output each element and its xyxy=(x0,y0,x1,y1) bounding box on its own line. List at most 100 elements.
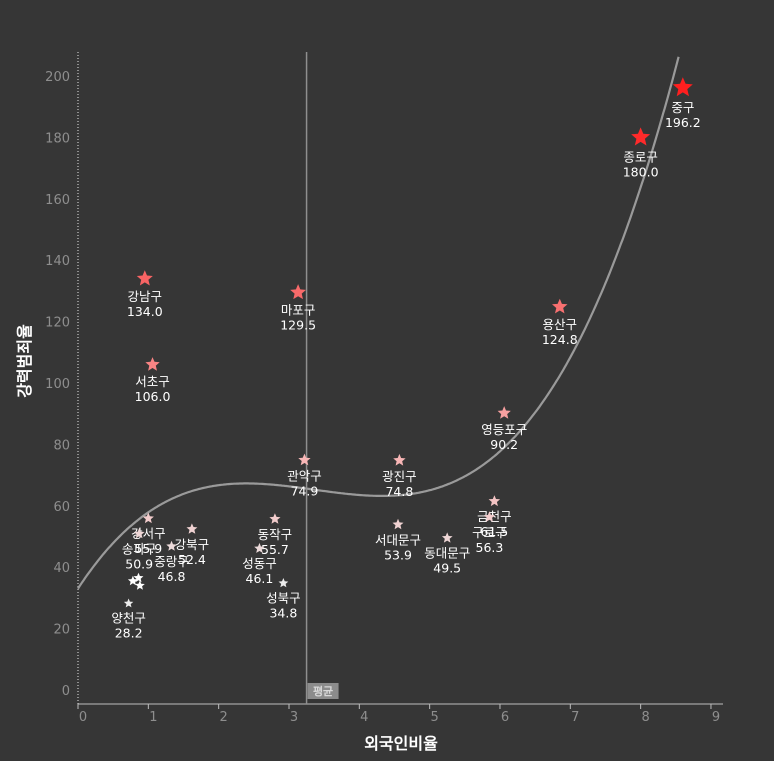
point-name-label: 송파구 xyxy=(122,541,157,556)
point-value-label: 56.3 xyxy=(476,540,504,555)
point-value-label: 55.9 xyxy=(134,541,162,556)
point-value-label: 28.2 xyxy=(115,625,143,640)
point-value-label: 196.2 xyxy=(665,115,701,130)
star-marker xyxy=(136,270,153,286)
point-name-label: 광진구 xyxy=(382,469,417,484)
x-tick-label: 5 xyxy=(431,710,439,725)
y-tick-label: 20 xyxy=(53,623,70,638)
star-marker xyxy=(392,518,404,530)
point-value-label: 46.1 xyxy=(246,571,274,586)
point-value-label: 46.8 xyxy=(158,569,186,584)
mean-label-box xyxy=(307,683,339,699)
mean-line-layer: 평균 xyxy=(305,52,339,704)
x-tick-label: 8 xyxy=(641,710,649,725)
point-name-label: 관악구 xyxy=(287,469,322,484)
point-name-label: 서초구 xyxy=(135,374,170,389)
star-marker xyxy=(488,495,501,507)
trend-line xyxy=(77,56,680,590)
star-marker xyxy=(133,528,145,539)
y-tick-label: 140 xyxy=(45,254,70,269)
star-marker xyxy=(133,572,144,583)
star-marker xyxy=(672,77,693,97)
y-axis-title: 강력범죄율 xyxy=(15,324,34,398)
y-tick-label: 160 xyxy=(45,193,70,208)
data-point xyxy=(135,580,145,590)
point-name-label: 성동구 xyxy=(242,556,277,571)
y-tick-label: 40 xyxy=(53,561,70,576)
star-marker xyxy=(142,512,154,524)
point-value-label: 52.4 xyxy=(178,552,206,567)
star-marker xyxy=(278,578,289,588)
point-value-label: 34.8 xyxy=(269,605,297,620)
point-value-label: 106.0 xyxy=(135,389,171,404)
star-marker xyxy=(290,284,306,300)
star-marker xyxy=(497,406,511,419)
point-name-label: 강남구 xyxy=(128,289,163,304)
point-value-label: 55.7 xyxy=(261,542,289,557)
star-marker xyxy=(631,127,651,146)
point-name-label: 동대문구 xyxy=(424,546,470,561)
x-tick-label: 0 xyxy=(79,710,87,725)
star-marker xyxy=(552,298,568,314)
point-name-label: 종로구 xyxy=(623,149,658,164)
point-value-label: 61.5 xyxy=(480,524,508,539)
point-value-label: 180.0 xyxy=(623,164,659,179)
point-name-label: 중구 xyxy=(671,100,694,115)
point-value-label: 134.0 xyxy=(127,304,163,319)
y-tick-label: 200 xyxy=(45,70,70,85)
y-tick-label: 80 xyxy=(53,438,70,453)
star-marker xyxy=(298,453,311,466)
x-tick-label: 1 xyxy=(149,710,157,725)
star-marker xyxy=(166,540,177,551)
trend-layer xyxy=(77,56,680,590)
x-tick-label: 9 xyxy=(712,710,720,725)
point-name-label: 강북구 xyxy=(175,537,210,552)
point-value-label: 90.2 xyxy=(490,437,518,452)
y-tick-label: 60 xyxy=(53,500,70,515)
point-value-label: 124.8 xyxy=(542,332,578,347)
star-marker xyxy=(127,575,138,586)
star-marker xyxy=(269,513,281,524)
star-marker xyxy=(135,580,145,590)
y-tick-label: 0 xyxy=(62,684,70,699)
y-tick-label: 120 xyxy=(45,316,70,331)
x-tick-label: 3 xyxy=(290,710,298,725)
star-marker xyxy=(145,357,160,371)
x-tick-label: 6 xyxy=(501,710,509,725)
point-name-label: 영등포구 xyxy=(481,422,527,437)
point-value-label: 53.9 xyxy=(384,547,412,562)
point-value-label: 74.9 xyxy=(291,484,319,499)
point-name-label: 서대문구 xyxy=(375,532,421,547)
point-name-label: 용산구 xyxy=(543,317,578,332)
x-tick-label: 7 xyxy=(571,710,579,725)
star-marker xyxy=(123,598,134,608)
star-marker xyxy=(483,511,495,522)
point-name-label: 금천구 xyxy=(477,509,512,524)
x-tick-label: 4 xyxy=(360,710,368,725)
point-value-label: 74.8 xyxy=(385,484,413,499)
point-name-label: 중랑구 xyxy=(154,554,189,569)
y-tick-label: 180 xyxy=(45,131,70,146)
data-point xyxy=(133,572,144,583)
point-value-label: 49.5 xyxy=(433,561,461,576)
star-marker xyxy=(393,453,406,466)
